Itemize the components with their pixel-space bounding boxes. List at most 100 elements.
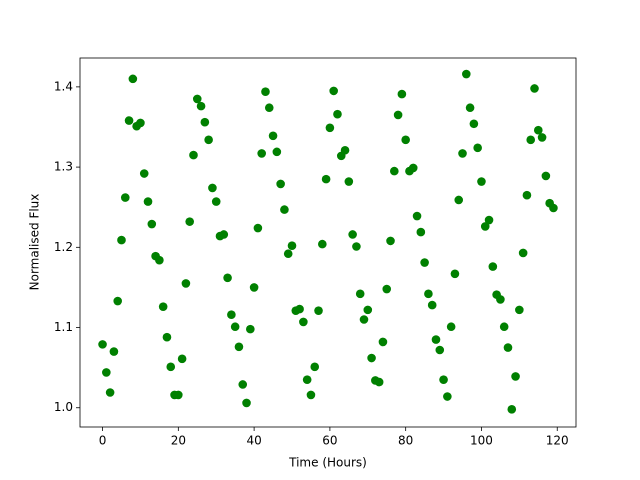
point <box>117 235 126 245</box>
x-tick-label: 0 <box>99 434 107 448</box>
y-tick-label: 1.1 <box>54 320 73 334</box>
point <box>443 392 452 401</box>
x-tick-label: 80 <box>398 434 413 448</box>
point <box>435 345 445 355</box>
x-axis-label: Time (Hours) <box>288 456 367 470</box>
point <box>238 380 248 389</box>
point <box>208 183 217 193</box>
point <box>367 353 376 363</box>
point <box>321 174 331 184</box>
point <box>192 94 202 104</box>
point <box>390 166 399 176</box>
point <box>302 375 312 384</box>
point <box>136 118 145 128</box>
point <box>234 342 244 352</box>
point <box>393 110 403 120</box>
x-tick-label: 40 <box>246 434 261 448</box>
point <box>242 398 251 408</box>
point <box>424 289 433 299</box>
point <box>469 119 479 129</box>
point <box>257 149 266 158</box>
y-axis-label: Normalised Flux <box>28 194 42 291</box>
point <box>314 306 323 315</box>
point <box>530 84 539 93</box>
point <box>363 305 373 315</box>
point <box>503 343 513 352</box>
point <box>139 169 149 178</box>
y-tick-label: 1.3 <box>54 160 73 174</box>
point <box>219 230 229 239</box>
point <box>484 215 494 225</box>
y-tick-label: 1.2 <box>54 240 73 254</box>
point <box>174 390 183 400</box>
point <box>295 304 304 314</box>
point <box>427 300 437 310</box>
point <box>526 135 536 145</box>
point <box>359 315 369 324</box>
point <box>446 322 456 332</box>
point <box>518 248 528 258</box>
point <box>533 125 543 135</box>
point <box>177 354 187 364</box>
point <box>200 117 210 127</box>
point <box>401 135 410 145</box>
point <box>189 150 198 160</box>
point <box>155 255 164 265</box>
point <box>227 310 236 319</box>
point <box>318 239 327 249</box>
point <box>549 203 558 213</box>
point <box>105 388 115 397</box>
point <box>355 289 365 299</box>
point <box>113 296 123 306</box>
point <box>261 87 270 96</box>
point <box>511 372 520 381</box>
point <box>473 143 482 153</box>
point <box>185 217 194 226</box>
point <box>147 219 157 229</box>
point <box>249 283 259 292</box>
point <box>310 362 320 372</box>
point <box>162 332 172 342</box>
point <box>276 179 285 189</box>
point <box>465 103 475 113</box>
point <box>496 295 505 304</box>
point <box>522 190 532 200</box>
point <box>181 279 191 288</box>
point <box>280 205 289 214</box>
point <box>196 101 206 111</box>
point <box>397 89 407 99</box>
point <box>480 222 490 231</box>
point <box>264 103 274 113</box>
point <box>507 405 517 414</box>
point <box>268 131 278 141</box>
point <box>340 145 350 155</box>
x-tick-label: 60 <box>322 434 337 448</box>
point <box>431 335 441 344</box>
point <box>454 195 464 205</box>
point <box>283 249 293 259</box>
x-tick-label: 120 <box>546 434 569 448</box>
point <box>325 123 335 133</box>
point <box>246 324 255 334</box>
point <box>128 74 138 84</box>
point <box>223 273 232 283</box>
point <box>477 177 486 186</box>
point <box>98 340 107 349</box>
plot-frame <box>79 57 577 428</box>
point <box>166 362 176 372</box>
point <box>333 109 342 119</box>
point <box>287 241 297 251</box>
point <box>329 86 338 96</box>
point <box>158 302 168 311</box>
point <box>416 227 426 237</box>
point <box>439 375 448 384</box>
point <box>515 305 524 315</box>
point <box>420 258 429 267</box>
point <box>211 197 221 206</box>
point <box>120 193 130 202</box>
point <box>352 242 361 251</box>
point <box>204 135 213 145</box>
point <box>386 236 395 246</box>
